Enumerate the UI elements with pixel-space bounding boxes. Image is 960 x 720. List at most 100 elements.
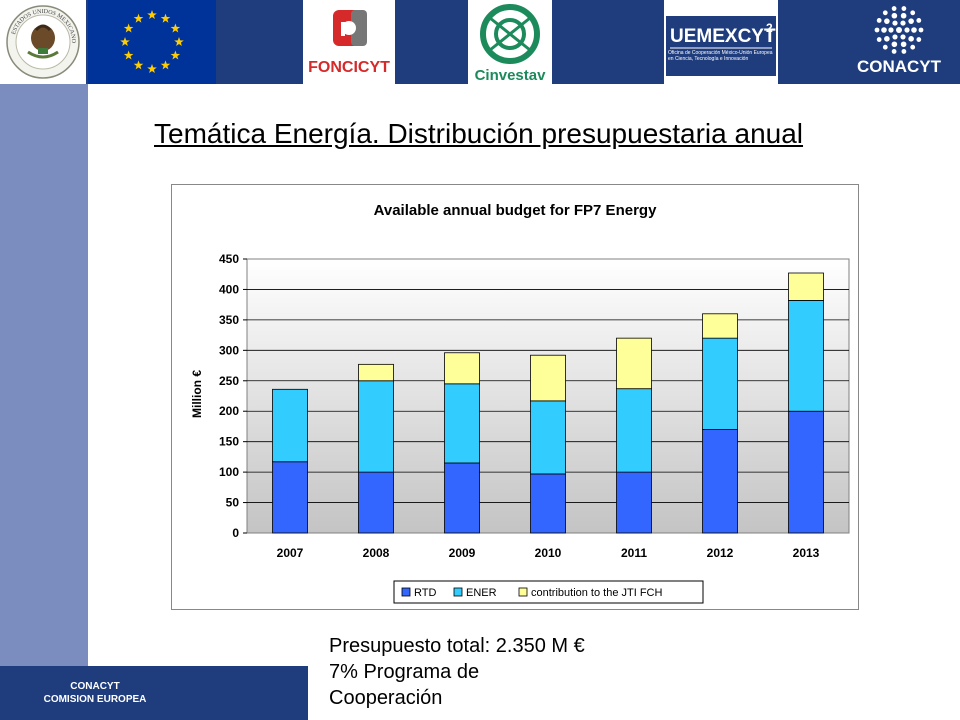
eu-star-icon xyxy=(120,37,130,46)
bar-segment xyxy=(530,473,566,534)
bar-segment xyxy=(530,400,566,475)
eu-star-icon xyxy=(160,13,171,23)
y-axis-label: Million € xyxy=(190,370,204,418)
y-tick-label: 100 xyxy=(219,465,239,479)
cinvestav-logo: Cinvestav xyxy=(468,0,552,84)
conacyt-dot-icon xyxy=(916,18,922,23)
conacyt-dot-icon xyxy=(892,34,898,40)
footer-line-1: CONACYT xyxy=(70,681,120,692)
conacyt-dot-icon xyxy=(891,41,898,48)
uemexcyt-logo-text: UEMEXCYT xyxy=(670,26,776,47)
y-tick-label: 200 xyxy=(219,404,239,418)
eu-star-icon xyxy=(170,23,181,33)
conacyt-dot-icon xyxy=(891,12,898,19)
cinvestav-logo-text: Cinvestav xyxy=(475,67,547,84)
bar-segment xyxy=(702,313,738,339)
conacyt-logo: CONACYT xyxy=(838,0,960,84)
conacyt-dot-icon xyxy=(900,41,907,48)
conacyt-dot-icon xyxy=(892,20,898,26)
y-tick-label: 450 xyxy=(219,252,239,266)
budget-notes: Presupuesto total: 2.350 M € 7% Programa… xyxy=(329,633,585,711)
bar-segment xyxy=(272,461,308,534)
conacyt-dot-icon xyxy=(882,10,888,16)
x-tick-label: 2012 xyxy=(707,546,734,560)
bar-segment xyxy=(788,300,824,412)
legend-swatch xyxy=(401,587,411,597)
eu-star-icon xyxy=(170,50,181,60)
chart-container: Available annual budget for FP7 Energy M… xyxy=(171,184,859,610)
conacyt-dot-icon xyxy=(911,27,917,33)
bar-segment xyxy=(358,471,394,534)
x-tick-label: 2013 xyxy=(793,546,820,560)
conacyt-dot-icon xyxy=(910,44,916,50)
bar-segment xyxy=(702,429,738,534)
eu-star-icon xyxy=(160,60,171,70)
note-percentage: 7% Programa de xyxy=(329,661,480,683)
eu-star-icon xyxy=(133,13,144,23)
legend-swatch xyxy=(518,587,528,597)
conacyt-dot-icon xyxy=(916,37,922,42)
conacyt-dot-icon xyxy=(882,44,888,50)
x-tick-label: 2011 xyxy=(621,546,647,560)
conacyt-dot-icon xyxy=(884,18,890,24)
eu-star-icon xyxy=(133,60,144,70)
conacyt-logo-text: CONACYT xyxy=(857,57,942,76)
uemexcyt-subtitle: Oficina de Cooperación México-Unión Euro… xyxy=(668,50,773,62)
y-tick-label: 400 xyxy=(219,282,239,296)
legend-label: contribution to the JTI FCH xyxy=(531,587,662,599)
legend-label: ENER xyxy=(466,587,497,599)
legend-swatch xyxy=(453,587,463,597)
chart-legend xyxy=(393,580,704,604)
x-tick-label: 2007 xyxy=(277,546,304,560)
y-tick-label: 0 xyxy=(232,526,239,540)
header-logo-band: ESTADOS UNIDOS MEXICANOS FONCICYT Cinves… xyxy=(0,0,960,84)
conacyt-dot-icon xyxy=(918,27,924,33)
conacyt-dot-icon xyxy=(900,34,906,40)
eu-star-icon xyxy=(147,64,157,73)
bar-segment xyxy=(788,410,824,534)
y-tick-label: 300 xyxy=(219,343,239,357)
conacyt-dot-icon xyxy=(876,37,882,42)
eu-star-icon xyxy=(123,50,134,60)
bar-segment xyxy=(702,337,738,430)
x-tick-label: 2009 xyxy=(449,546,476,560)
bar-segment xyxy=(616,471,652,534)
y-tick-label: 50 xyxy=(226,496,240,510)
chart-title: Available annual budget for FP7 Energy xyxy=(374,202,657,219)
conacyt-dot-icon xyxy=(901,6,907,11)
bar-segment xyxy=(358,380,394,473)
bar-segment xyxy=(616,388,652,473)
page-title: Temática Energía. Distribución presupues… xyxy=(154,118,804,149)
foncicyt-logo-text: FONCICYT xyxy=(308,59,390,76)
note-program: Cooperación xyxy=(329,687,443,709)
conacyt-dot-icon xyxy=(881,27,887,33)
conacyt-dot-icon xyxy=(904,27,910,33)
conacyt-dot-icon xyxy=(876,18,882,23)
bar-segment xyxy=(788,272,824,301)
conacyt-dot-icon xyxy=(901,49,907,54)
x-tick-label: 2010 xyxy=(535,546,562,560)
conacyt-dot-icon xyxy=(891,49,897,54)
foncicyt-logo: FONCICYT xyxy=(303,0,395,84)
eu-star-icon xyxy=(174,37,184,46)
y-tick-label: 150 xyxy=(219,435,239,449)
bar-segment xyxy=(272,388,308,463)
uemexcyt-superscript: 2 xyxy=(766,21,773,35)
conacyt-dot-icon xyxy=(896,27,902,33)
conacyt-dot-icon xyxy=(908,36,914,42)
conacyt-dot-icon xyxy=(888,27,894,33)
bar-segment xyxy=(616,337,652,390)
bar-segment xyxy=(444,352,480,385)
conacyt-dot-icon xyxy=(874,27,880,33)
left-sidebar-bar xyxy=(0,84,88,666)
bar-segment xyxy=(530,354,566,402)
conacyt-dot-icon xyxy=(910,10,916,16)
budget-chart: Available annual budget for FP7 Energy M… xyxy=(190,202,850,604)
uemexcyt-logo: UEMEXCYT 2 Oficina de Cooperación México… xyxy=(664,0,778,84)
conacyt-dot-icon xyxy=(900,20,906,26)
footer-line-2: COMISION EUROPEA xyxy=(43,694,147,705)
conacyt-dot-icon xyxy=(900,12,907,19)
eu-star-icon xyxy=(147,10,157,19)
y-tick-label: 250 xyxy=(219,374,239,388)
bar-segment xyxy=(444,462,480,534)
